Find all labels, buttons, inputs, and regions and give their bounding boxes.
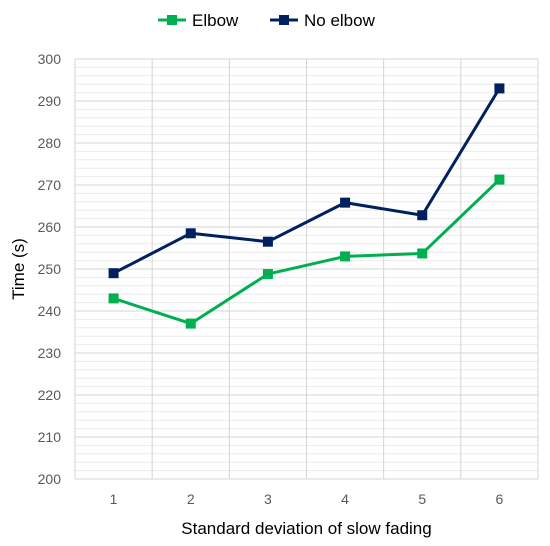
legend-marker-no-elbow bbox=[279, 15, 289, 25]
y-tick-label: 220 bbox=[38, 387, 62, 403]
data-point-no-elbow bbox=[185, 228, 196, 239]
data-point-elbow bbox=[340, 251, 351, 262]
legend-item-elbow: Elbow bbox=[158, 11, 239, 30]
legend: Elbow No elbow bbox=[158, 11, 376, 30]
data-point-no-elbow bbox=[494, 83, 505, 94]
y-axis-title: Time (s) bbox=[9, 238, 28, 300]
legend-label-elbow: Elbow bbox=[192, 11, 239, 30]
x-tick-label: 4 bbox=[341, 491, 349, 507]
x-tick-label: 3 bbox=[264, 491, 272, 507]
x-axis-title: Standard deviation of slow fading bbox=[181, 519, 431, 538]
data-point-no-elbow bbox=[417, 210, 428, 221]
data-point-elbow bbox=[494, 174, 505, 185]
legend-marker-elbow bbox=[167, 15, 177, 25]
y-tick-label: 200 bbox=[38, 471, 62, 487]
data-point-elbow bbox=[417, 248, 428, 259]
y-axis-tick-labels: 200 210 220 230 240 250 260 270 280 290 300 bbox=[38, 51, 62, 487]
y-tick-label: 240 bbox=[38, 303, 62, 319]
series-layer bbox=[108, 83, 505, 329]
y-tick-label: 260 bbox=[38, 219, 62, 235]
x-tick-label: 1 bbox=[110, 491, 118, 507]
y-tick-label: 290 bbox=[38, 93, 62, 109]
x-tick-label: 6 bbox=[496, 491, 504, 507]
y-tick-label: 270 bbox=[38, 177, 62, 193]
series-line-no-elbow bbox=[112, 87, 501, 275]
y-tick-label: 230 bbox=[38, 345, 62, 361]
y-tick-label: 280 bbox=[38, 135, 62, 151]
x-tick-label: 2 bbox=[187, 491, 195, 507]
y-tick-label: 250 bbox=[38, 261, 62, 277]
x-tick-label: 5 bbox=[418, 491, 426, 507]
data-point-no-elbow bbox=[262, 236, 273, 247]
legend-item-no-elbow: No elbow bbox=[270, 11, 376, 30]
legend-label-no-elbow: No elbow bbox=[304, 11, 376, 30]
data-point-no-elbow bbox=[108, 268, 119, 279]
y-tick-label: 300 bbox=[38, 51, 62, 67]
data-point-elbow bbox=[108, 293, 119, 304]
data-point-elbow bbox=[185, 318, 196, 329]
data-point-elbow bbox=[262, 269, 273, 280]
data-point-no-elbow bbox=[340, 197, 351, 208]
major-gridlines bbox=[74, 58, 539, 480]
y-tick-label: 210 bbox=[38, 429, 62, 445]
x-axis-tick-labels: 1 2 3 4 5 6 bbox=[110, 491, 504, 507]
series-line-elbow bbox=[113, 178, 501, 326]
